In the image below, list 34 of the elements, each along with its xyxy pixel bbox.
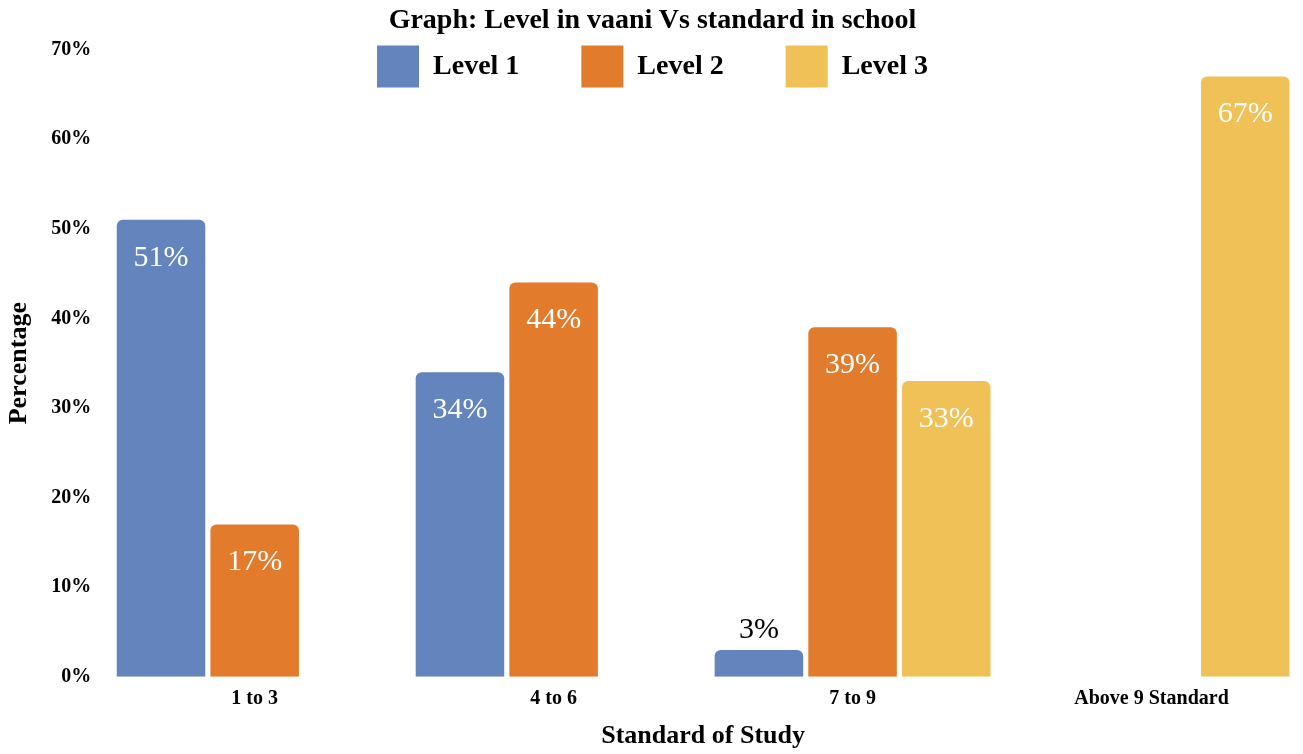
y-tick-label: 30% bbox=[51, 395, 92, 418]
bar bbox=[116, 219, 206, 677]
bar bbox=[415, 372, 505, 677]
data-label: 3% bbox=[738, 610, 779, 644]
bar bbox=[509, 282, 598, 677]
x-tick-label: 1 to 3 bbox=[231, 685, 279, 708]
bar bbox=[1200, 76, 1290, 677]
y-axis-title: Percentage bbox=[3, 302, 33, 425]
data-label: 44% bbox=[526, 301, 582, 335]
data-label: 67% bbox=[1217, 95, 1273, 129]
legend-label: Level 3 bbox=[841, 48, 928, 80]
y-tick-label: 50% bbox=[51, 215, 92, 238]
data-label: 17% bbox=[227, 543, 283, 577]
data-label: 33% bbox=[918, 399, 974, 433]
data-label: 51% bbox=[133, 238, 189, 272]
y-tick-label: 60% bbox=[51, 126, 92, 149]
bar bbox=[714, 649, 804, 677]
bar bbox=[210, 524, 299, 677]
data-label: 39% bbox=[825, 346, 881, 380]
y-tick-label: 70% bbox=[51, 36, 92, 59]
y-tick-label: 20% bbox=[51, 484, 92, 507]
x-tick-label: Above 9 Standard bbox=[1074, 685, 1229, 708]
y-tick-label: 0% bbox=[61, 663, 92, 686]
y-tick-label: 40% bbox=[51, 305, 92, 328]
legend-label: Level 1 bbox=[433, 48, 520, 80]
legend-label: Level 2 bbox=[637, 48, 724, 80]
y-tick-label: 10% bbox=[51, 574, 92, 597]
chart-title: Graph: Level in vaani Vs standard in school bbox=[388, 3, 917, 35]
bar bbox=[901, 381, 991, 677]
x-tick-label: 7 to 9 bbox=[829, 685, 876, 708]
x-axis-title: Standard of Study bbox=[601, 720, 805, 750]
x-tick-label: 4 to 6 bbox=[530, 685, 577, 708]
bar bbox=[808, 327, 897, 677]
data-label: 34% bbox=[432, 391, 488, 425]
